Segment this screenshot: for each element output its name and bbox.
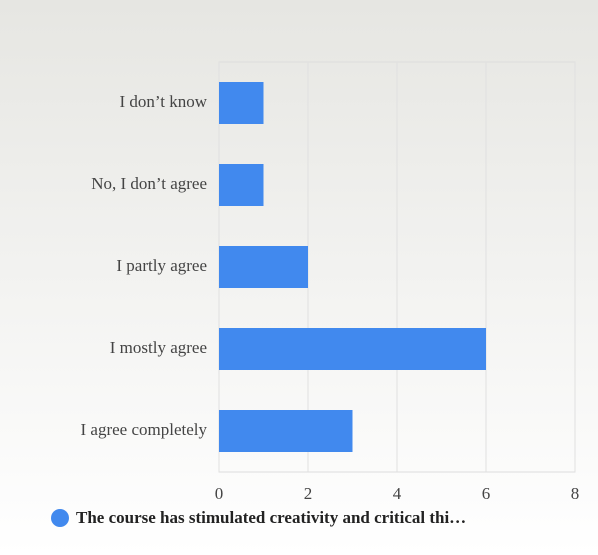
legend-label: The course has stimulated creativity and… <box>76 508 466 527</box>
x-tick-label: 6 <box>482 484 491 503</box>
y-tick-label: No, I don’t agree <box>91 174 207 193</box>
bar <box>219 410 353 452</box>
y-tick-label: I partly agree <box>116 256 207 275</box>
x-tick-label: 8 <box>571 484 580 503</box>
bar <box>219 328 486 370</box>
y-tick-label: I mostly agree <box>110 338 207 357</box>
y-tick-label: I don’t know <box>119 92 207 111</box>
x-tick-label: 2 <box>304 484 313 503</box>
x-tick-label: 4 <box>393 484 402 503</box>
x-tick-label: 0 <box>215 484 224 503</box>
legend-marker <box>51 509 69 527</box>
bar <box>219 82 264 124</box>
bar <box>219 164 264 206</box>
y-tick-label: I agree completely <box>81 420 208 439</box>
bar <box>219 246 308 288</box>
